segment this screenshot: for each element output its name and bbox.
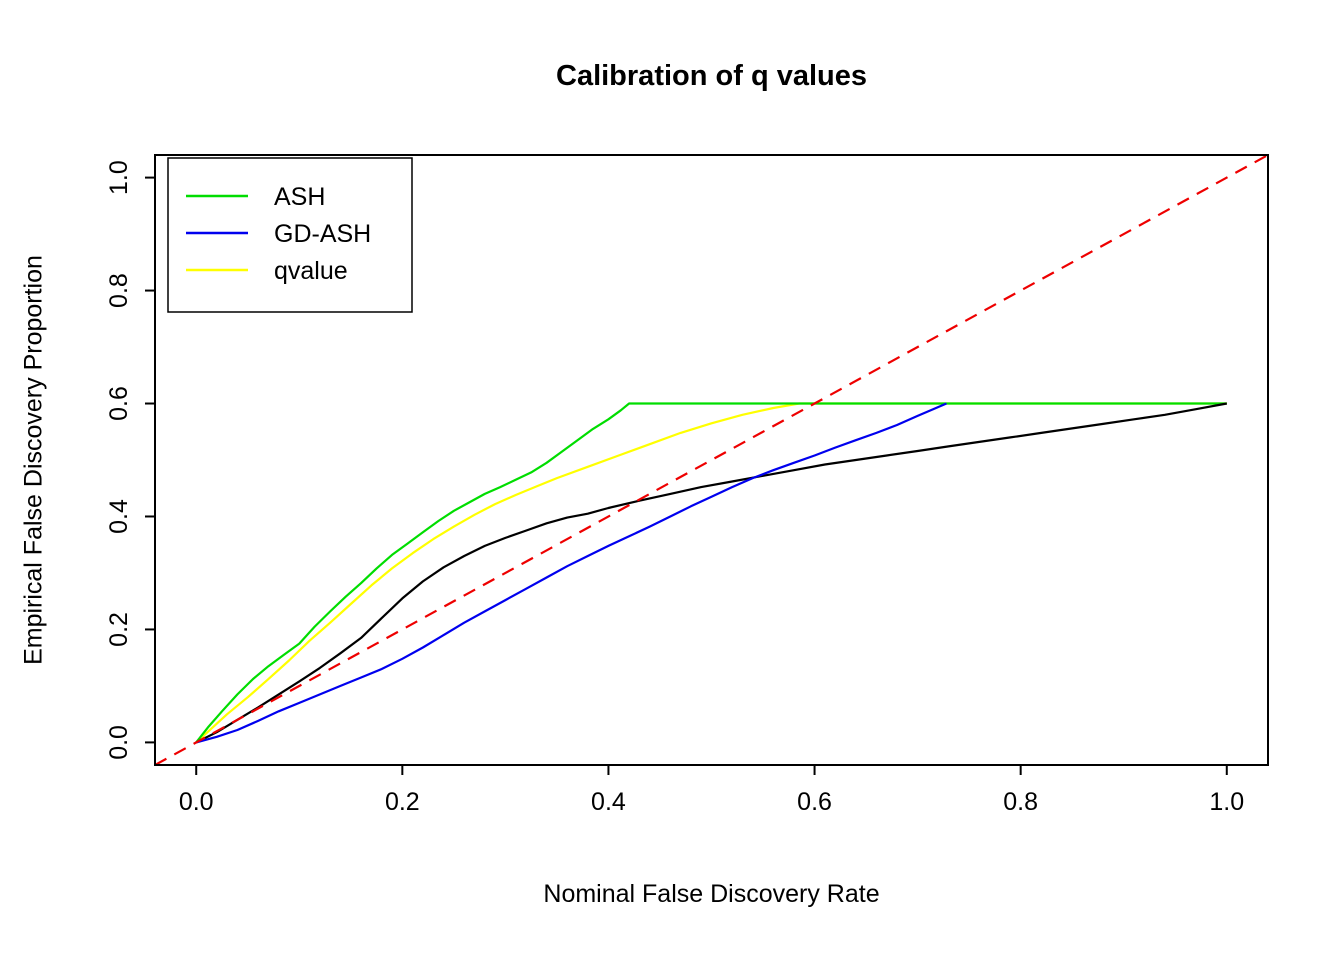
plot-box — [154, 154, 1269, 766]
x-tick-label: 0.2 — [385, 788, 420, 816]
chart-title: Calibration of q values — [556, 60, 867, 92]
legend-label-GD-ASH: GD-ASH — [274, 220, 371, 248]
x-tick-label: 0.0 — [179, 788, 214, 816]
x-tick-label: 0.6 — [797, 788, 832, 816]
reference-identity-line — [155, 155, 1268, 765]
y-tick-label: 1.0 — [105, 160, 133, 195]
x-tick-label: 0.4 — [591, 788, 626, 816]
legend-label-qvalue: qvalue — [274, 257, 348, 285]
legend-box — [167, 157, 413, 313]
x-axis-label: Nominal False Discovery Rate — [543, 880, 880, 908]
y-tick-label: 0.2 — [105, 612, 133, 647]
y-tick-label: 0.8 — [105, 273, 133, 308]
series-line-unlabeled-black — [195, 402, 1227, 744]
series-line-ASH — [195, 402, 1227, 744]
legend-label-ASH: ASH — [274, 183, 325, 211]
y-tick-label: 0.6 — [105, 386, 133, 421]
y-tick-label: 0.0 — [105, 725, 133, 760]
series-line-GD-ASH — [195, 402, 947, 744]
series-line-qvalue — [195, 402, 1227, 744]
x-tick-label: 1.0 — [1209, 788, 1244, 816]
x-tick-label: 0.8 — [1003, 788, 1038, 816]
y-tick-label: 0.4 — [105, 499, 133, 534]
